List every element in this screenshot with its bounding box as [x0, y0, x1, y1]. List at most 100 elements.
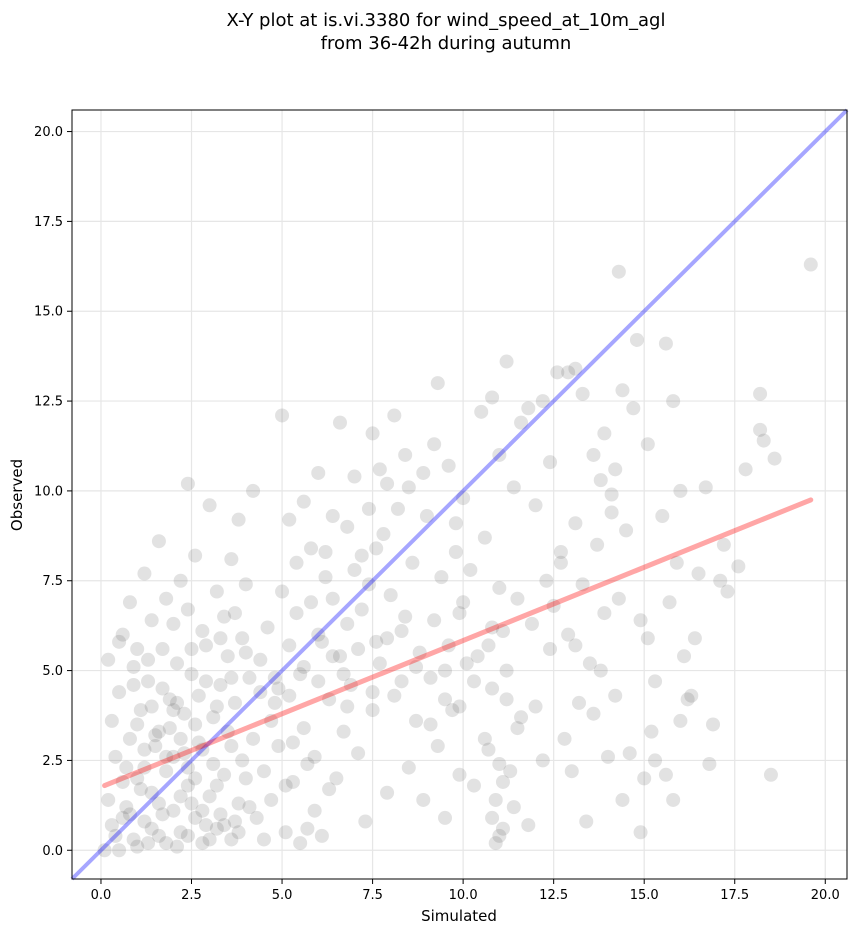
data-point — [137, 566, 152, 581]
data-point — [383, 588, 398, 603]
data-point — [568, 361, 583, 376]
data-point — [137, 760, 152, 775]
data-point — [340, 519, 355, 534]
y-tick-label: 2.5 — [42, 754, 63, 769]
data-point — [398, 447, 413, 462]
data-point — [180, 602, 195, 617]
data-point — [206, 710, 221, 725]
data-point — [546, 598, 561, 613]
data-point — [648, 753, 663, 768]
data-point — [115, 774, 130, 789]
data-point — [173, 789, 188, 804]
data-point — [289, 555, 304, 570]
data-point — [122, 807, 137, 822]
data-point — [130, 717, 145, 732]
data-point — [380, 631, 395, 646]
data-point — [242, 800, 257, 815]
data-point — [173, 825, 188, 840]
x-tick-label: 5.0 — [272, 888, 293, 903]
data-point — [170, 656, 185, 671]
data-point — [539, 573, 554, 588]
data-point — [347, 469, 362, 484]
data-point — [448, 516, 463, 531]
x-tick-label: 12.5 — [539, 888, 568, 903]
data-point — [543, 455, 558, 470]
data-point — [600, 749, 615, 764]
y-tick-label: 12.5 — [34, 395, 63, 410]
y-tick-label: 5.0 — [42, 664, 63, 679]
data-point — [477, 731, 492, 746]
data-point — [144, 699, 159, 714]
data-point — [206, 757, 221, 772]
data-point — [314, 634, 329, 649]
data-point — [224, 552, 239, 567]
data-point — [365, 703, 380, 718]
data-point — [126, 832, 141, 847]
data-point — [499, 692, 514, 707]
data-point — [130, 642, 145, 657]
x-tick-label: 20.0 — [811, 888, 840, 903]
data-point — [101, 792, 116, 807]
data-point — [264, 792, 279, 807]
data-point — [133, 703, 148, 718]
data-point — [575, 386, 590, 401]
data-point — [756, 433, 771, 448]
data-point — [141, 652, 156, 667]
data-point — [474, 404, 489, 419]
data-point — [466, 674, 481, 689]
data-point — [427, 437, 442, 452]
data-point — [561, 627, 576, 642]
data-point — [296, 721, 311, 736]
data-point — [166, 803, 181, 818]
data-point — [398, 609, 413, 624]
data-point — [282, 512, 297, 527]
data-point — [180, 828, 195, 843]
data-point — [680, 692, 695, 707]
data-point — [543, 642, 558, 657]
y-tick-label: 20.0 — [34, 125, 63, 140]
data-point — [304, 595, 319, 610]
data-point — [590, 537, 605, 552]
data-point — [267, 670, 282, 685]
data-point — [101, 652, 116, 667]
data-point — [166, 616, 181, 631]
data-point — [662, 595, 677, 610]
data-point — [492, 580, 507, 595]
data-point — [340, 699, 355, 714]
data-point — [224, 832, 239, 847]
data-point — [126, 677, 141, 692]
data-point — [227, 606, 242, 621]
data-point — [220, 724, 235, 739]
data-point — [604, 487, 619, 502]
data-point — [119, 760, 134, 775]
data-point — [130, 839, 145, 854]
data-point — [495, 821, 510, 836]
data-point — [141, 836, 156, 851]
regression-line — [102, 497, 814, 789]
data-point — [438, 692, 453, 707]
data-point — [180, 476, 195, 491]
data-point — [173, 731, 188, 746]
data-point — [416, 465, 431, 480]
data-point — [687, 631, 702, 646]
data-point — [112, 634, 127, 649]
data-point — [731, 559, 746, 574]
data-point — [148, 739, 163, 754]
data-point — [144, 785, 159, 800]
data-point — [564, 764, 579, 779]
data-point — [151, 828, 166, 843]
data-points — [97, 257, 818, 858]
data-point — [716, 537, 731, 552]
data-point — [369, 634, 384, 649]
data-point — [767, 451, 782, 466]
data-point — [314, 828, 329, 843]
data-point — [593, 663, 608, 678]
data-point — [170, 839, 185, 854]
data-point — [405, 555, 420, 570]
data-point — [691, 566, 706, 581]
data-point — [361, 577, 376, 592]
data-point — [198, 674, 213, 689]
data-point — [336, 724, 351, 739]
data-point — [173, 573, 188, 588]
